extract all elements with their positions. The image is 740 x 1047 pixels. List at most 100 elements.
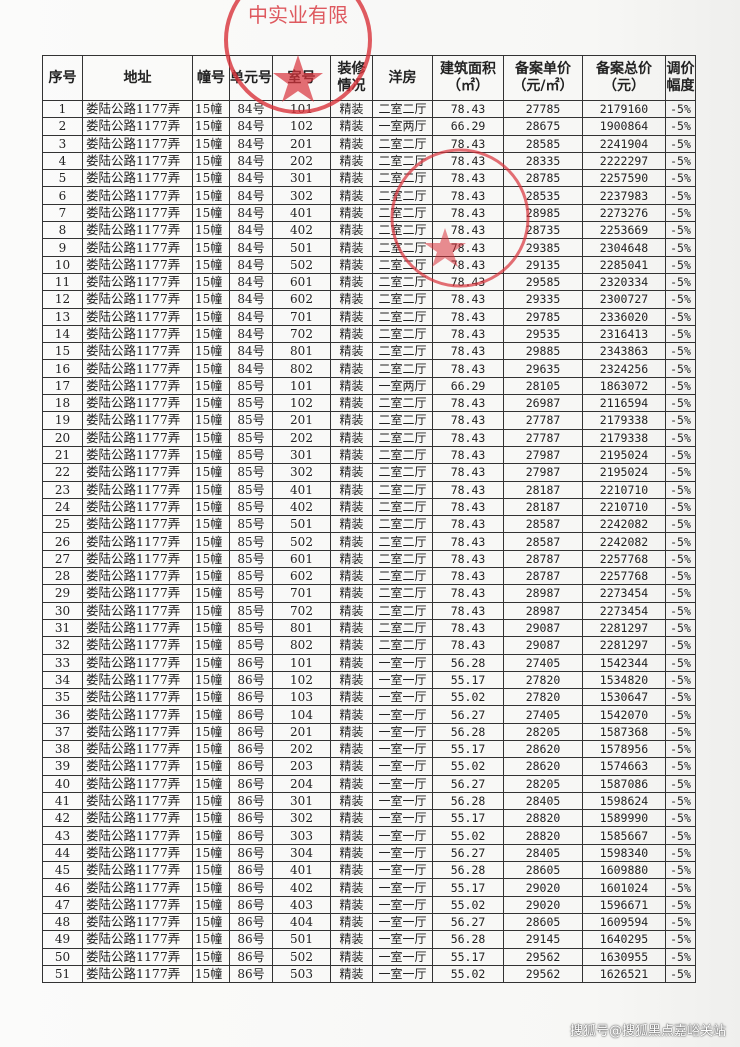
cell-address: 娄陆公路1177弄 bbox=[82, 774, 193, 793]
cell-address: 娄陆公路1177弄 bbox=[82, 394, 193, 413]
cell-layout: 二室二厅 bbox=[372, 601, 433, 620]
table-row: 9 娄陆公路1177弄 15幢 84号 501 精装 二室二厅 78.43 29385 23046… bbox=[42, 238, 696, 257]
cell-layout: 二室二厅 bbox=[372, 445, 433, 465]
cell-decoration: 精装 bbox=[330, 688, 373, 707]
cell-area: 78.43 bbox=[432, 99, 504, 119]
cell-layout: 二室二厅 bbox=[372, 497, 433, 517]
cell-area: 78.43 bbox=[432, 342, 504, 361]
cell-total-price: 2242082 bbox=[582, 515, 666, 534]
table-row: 6 娄陆公路1177弄 15幢 84号 302 精装 二室二厅 78.43 28535 22379… bbox=[42, 186, 696, 205]
cell-decoration: 精装 bbox=[330, 480, 373, 499]
cell-price-adjust: -5% bbox=[665, 307, 696, 326]
cell-unit-price: 27987 bbox=[503, 445, 583, 465]
cell-unit-price: 28620 bbox=[503, 757, 583, 776]
cell-area: 78.43 bbox=[432, 584, 504, 603]
cell-decoration: 精装 bbox=[330, 169, 373, 188]
cell-building: 15幢 bbox=[192, 757, 230, 776]
cell-building: 15幢 bbox=[192, 480, 230, 499]
header-building: 幢号 bbox=[192, 55, 230, 101]
cell-unit-price: 28187 bbox=[503, 497, 583, 517]
cell-building: 15幢 bbox=[192, 636, 230, 655]
cell-address: 娄陆公路1177弄 bbox=[82, 670, 193, 690]
cell-layout: 二室二厅 bbox=[372, 272, 433, 292]
cell-layout: 一室两厅 bbox=[372, 117, 433, 136]
cell-decoration: 精装 bbox=[330, 99, 373, 119]
cell-decoration: 精装 bbox=[330, 151, 373, 171]
cell-seq: 17 bbox=[42, 376, 83, 396]
cell-building: 15幢 bbox=[192, 791, 230, 811]
cell-total-price: 1630955 bbox=[582, 947, 666, 966]
cell-unit-price: 28405 bbox=[503, 791, 583, 811]
cell-decoration: 精装 bbox=[330, 290, 373, 309]
cell-room: 202 bbox=[272, 151, 331, 171]
cell-seq: 5 bbox=[42, 169, 83, 188]
cell-seq: 14 bbox=[42, 324, 83, 344]
cell-seq: 31 bbox=[42, 618, 83, 638]
cell-seq: 28 bbox=[42, 567, 83, 586]
cell-unit-price: 27785 bbox=[503, 99, 583, 119]
cell-room: 801 bbox=[272, 342, 331, 361]
table-row: 40 娄陆公路1177弄 15幢 86号 204 精装 一室一厅 56.27 28205 1587… bbox=[42, 774, 696, 793]
table-row: 50 娄陆公路1177弄 15幢 86号 502 精装 一室一厅 55.17 29562 1630… bbox=[42, 947, 696, 966]
cell-building: 15幢 bbox=[192, 688, 230, 707]
cell-total-price: 2343863 bbox=[582, 342, 666, 361]
cell-unit-price: 28587 bbox=[503, 515, 583, 534]
cell-decoration: 精装 bbox=[330, 964, 373, 984]
cell-unit-price: 27820 bbox=[503, 670, 583, 690]
cell-address: 娄陆公路1177弄 bbox=[82, 324, 193, 344]
cell-price-adjust: -5% bbox=[665, 497, 696, 517]
cell-unit: 85号 bbox=[229, 618, 273, 638]
cell-area: 56.28 bbox=[432, 653, 504, 672]
cell-price-adjust: -5% bbox=[665, 947, 696, 966]
cell-unit-price: 28620 bbox=[503, 739, 583, 759]
cell-layout: 一室一厅 bbox=[372, 653, 433, 672]
cell-unit-price: 28785 bbox=[503, 169, 583, 188]
cell-unit-price: 29087 bbox=[503, 636, 583, 655]
cell-building: 15幢 bbox=[192, 134, 230, 153]
cell-layout: 一室一厅 bbox=[372, 670, 433, 690]
cell-decoration: 精装 bbox=[330, 376, 373, 396]
cell-unit-price: 29785 bbox=[503, 307, 583, 326]
cell-total-price: 1530647 bbox=[582, 688, 666, 707]
cell-address: 娄陆公路1177弄 bbox=[82, 290, 193, 309]
table-row: 44 娄陆公路1177弄 15幢 86号 304 精装 一室一厅 56.27 28405 1598… bbox=[42, 843, 696, 863]
cell-area: 78.43 bbox=[432, 307, 504, 326]
cell-room: 501 bbox=[272, 238, 331, 257]
cell-price-adjust: -5% bbox=[665, 272, 696, 292]
cell-unit: 85号 bbox=[229, 445, 273, 465]
cell-total-price: 2281297 bbox=[582, 618, 666, 638]
cell-area: 78.43 bbox=[432, 567, 504, 586]
cell-address: 娄陆公路1177弄 bbox=[82, 445, 193, 465]
cell-layout: 二室二厅 bbox=[372, 515, 433, 534]
cell-room: 802 bbox=[272, 636, 331, 655]
table-row: 8 娄陆公路1177弄 15幢 84号 402 精装 二室二厅 78.43 28735 22536… bbox=[42, 221, 696, 240]
cell-price-adjust: -5% bbox=[665, 376, 696, 396]
table-row: 15 娄陆公路1177弄 15幢 84号 801 精装 二室二厅 78.43 29885 2343… bbox=[42, 342, 696, 361]
cell-room: 501 bbox=[272, 515, 331, 534]
cell-seq: 37 bbox=[42, 722, 83, 741]
cell-room: 401 bbox=[272, 480, 331, 499]
cell-seq: 11 bbox=[42, 272, 83, 292]
cell-address: 娄陆公路1177弄 bbox=[82, 463, 193, 482]
table-row: 51 娄陆公路1177弄 15幢 86号 503 精装 一室一厅 55.02 29562 1626… bbox=[42, 964, 696, 984]
table-row: 18 娄陆公路1177弄 15幢 85号 102 精装 二室二厅 78.43 26987 2116… bbox=[42, 394, 696, 413]
cell-building: 15幢 bbox=[192, 359, 230, 378]
cell-seq: 12 bbox=[42, 290, 83, 309]
cell-seq: 9 bbox=[42, 238, 83, 257]
cell-price-adjust: -5% bbox=[665, 601, 696, 620]
cell-unit-price: 28205 bbox=[503, 722, 583, 741]
cell-unit-price: 28335 bbox=[503, 151, 583, 171]
cell-area: 56.27 bbox=[432, 705, 504, 724]
cell-unit: 85号 bbox=[229, 394, 273, 413]
cell-area: 56.27 bbox=[432, 774, 504, 793]
cell-room: 602 bbox=[272, 567, 331, 586]
cell-price-adjust: -5% bbox=[665, 324, 696, 344]
cell-layout: 一室一厅 bbox=[372, 843, 433, 863]
cell-decoration: 精装 bbox=[330, 203, 373, 223]
cell-address: 娄陆公路1177弄 bbox=[82, 480, 193, 499]
cell-unit-price: 28585 bbox=[503, 134, 583, 153]
cell-building: 15幢 bbox=[192, 739, 230, 759]
cell-area: 78.43 bbox=[432, 463, 504, 482]
cell-building: 15幢 bbox=[192, 774, 230, 793]
cell-price-adjust: -5% bbox=[665, 151, 696, 171]
